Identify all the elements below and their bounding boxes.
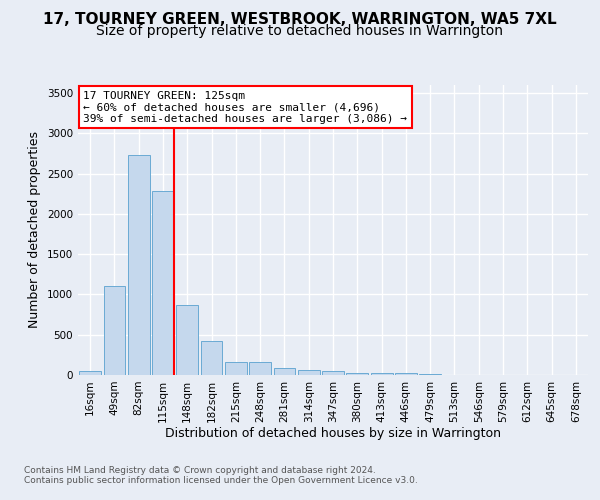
Y-axis label: Number of detached properties: Number of detached properties: [28, 132, 41, 328]
Bar: [128, 155, 149, 375]
Bar: [395, 373, 417, 375]
Text: Distribution of detached houses by size in Warrington: Distribution of detached houses by size …: [165, 428, 501, 440]
Bar: [152, 190, 174, 375]
Text: Contains public sector information licensed under the Open Government Licence v3: Contains public sector information licen…: [24, 476, 418, 485]
Bar: [200, 341, 223, 375]
Text: 17 TOURNEY GREEN: 125sqm
← 60% of detached houses are smaller (4,696)
39% of sem: 17 TOURNEY GREEN: 125sqm ← 60% of detach…: [83, 91, 407, 124]
Bar: [249, 362, 271, 375]
Bar: [346, 372, 368, 375]
Bar: [225, 362, 247, 375]
Bar: [371, 372, 392, 375]
Bar: [322, 370, 344, 375]
Bar: [104, 286, 125, 375]
Bar: [298, 370, 320, 375]
Text: 17, TOURNEY GREEN, WESTBROOK, WARRINGTON, WA5 7XL: 17, TOURNEY GREEN, WESTBROOK, WARRINGTON…: [43, 12, 557, 28]
Bar: [419, 374, 441, 375]
Text: Size of property relative to detached houses in Warrington: Size of property relative to detached ho…: [97, 24, 503, 38]
Bar: [79, 370, 101, 375]
Bar: [274, 368, 295, 375]
Text: Contains HM Land Registry data © Crown copyright and database right 2024.: Contains HM Land Registry data © Crown c…: [24, 466, 376, 475]
Bar: [176, 305, 198, 375]
